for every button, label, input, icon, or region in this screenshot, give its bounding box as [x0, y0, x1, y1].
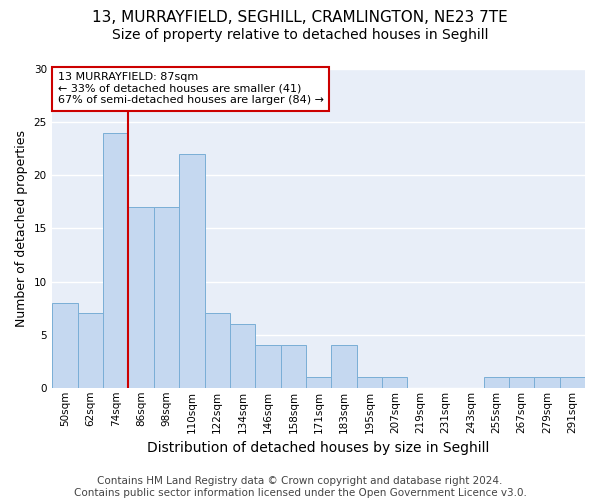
Bar [179, 154, 205, 388]
Bar [154, 207, 179, 388]
Bar [484, 377, 509, 388]
Bar [78, 314, 103, 388]
Bar [306, 377, 331, 388]
Bar [255, 346, 281, 388]
Bar [509, 377, 534, 388]
Bar [560, 377, 585, 388]
Bar [281, 346, 306, 388]
Y-axis label: Number of detached properties: Number of detached properties [15, 130, 28, 327]
Text: 13, MURRAYFIELD, SEGHILL, CRAMLINGTON, NE23 7TE: 13, MURRAYFIELD, SEGHILL, CRAMLINGTON, N… [92, 10, 508, 25]
Bar [52, 303, 78, 388]
Bar [128, 207, 154, 388]
Bar [205, 314, 230, 388]
X-axis label: Distribution of detached houses by size in Seghill: Distribution of detached houses by size … [148, 441, 490, 455]
Text: 13 MURRAYFIELD: 87sqm
← 33% of detached houses are smaller (41)
67% of semi-deta: 13 MURRAYFIELD: 87sqm ← 33% of detached … [58, 72, 323, 106]
Bar [230, 324, 255, 388]
Text: Size of property relative to detached houses in Seghill: Size of property relative to detached ho… [112, 28, 488, 42]
Bar [382, 377, 407, 388]
Bar [103, 133, 128, 388]
Bar [357, 377, 382, 388]
Bar [534, 377, 560, 388]
Text: Contains HM Land Registry data © Crown copyright and database right 2024.
Contai: Contains HM Land Registry data © Crown c… [74, 476, 526, 498]
Bar [331, 346, 357, 388]
